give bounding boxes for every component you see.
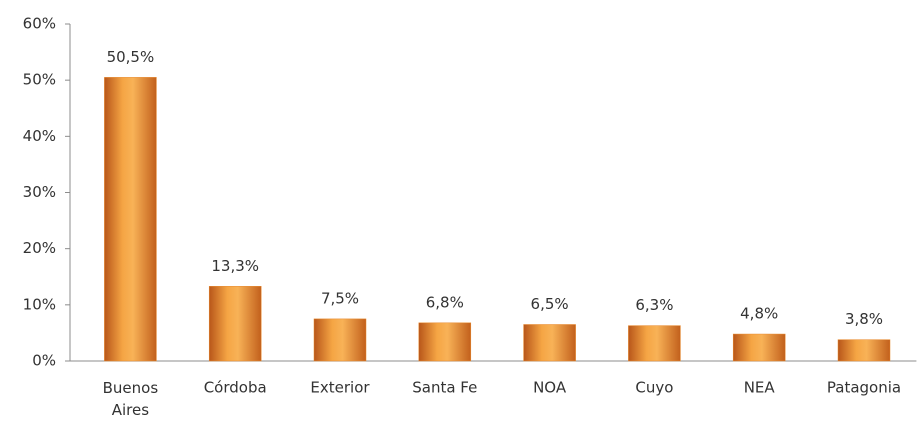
y-tick-label: 50% (23, 71, 56, 89)
bar (628, 325, 681, 362)
x-tick-label: Córdoba (204, 379, 267, 397)
x-tick-label: NEA (744, 379, 776, 397)
y-tick-label: 40% (23, 127, 56, 145)
y-tick-label: 30% (23, 183, 56, 201)
value-label: 7,5% (321, 289, 359, 307)
value-label: 13,3% (211, 257, 259, 275)
y-tick-label: 20% (23, 239, 56, 257)
y-tick-label: 10% (23, 295, 56, 313)
value-label: 50,5% (107, 48, 155, 66)
bar (313, 318, 367, 362)
x-tick-label: NOA (533, 379, 567, 397)
x-tick-label: Santa Fe (412, 379, 477, 397)
bar (104, 77, 157, 362)
bar (418, 322, 472, 362)
value-label: 3,8% (845, 310, 883, 328)
x-tick-label: Buenos Aires (103, 379, 159, 419)
y-tick-label: 60% (23, 15, 56, 33)
bar (208, 286, 262, 362)
x-tick-label: Patagonia (827, 379, 901, 397)
bar (523, 324, 576, 362)
bar (732, 333, 786, 362)
x-tick-label: Exterior (310, 379, 370, 397)
value-label: 6,8% (426, 293, 464, 311)
value-label: 6,5% (531, 295, 569, 313)
value-label: 6,3% (635, 296, 673, 314)
x-tick-label: Cuyo (635, 379, 673, 397)
value-label: 4,8% (740, 305, 778, 323)
bar (837, 339, 891, 362)
y-tick-label: 0% (32, 352, 56, 370)
